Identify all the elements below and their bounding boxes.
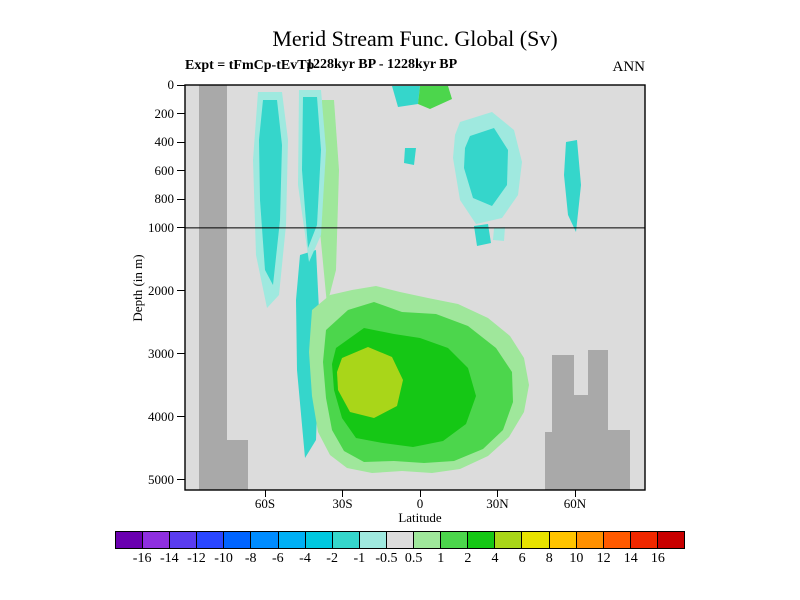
colorbar-cell [657,532,684,548]
y-tick-label: 0 [167,77,175,92]
y-tickmark [177,227,185,229]
contour-region-30N-1000m-patch [474,224,491,246]
colorbar-label: 1 [437,551,445,566]
colorbar-cell [468,532,496,548]
y-tick-label: 600 [154,162,175,178]
colorbar-cell [224,532,252,548]
colorbar-label: -10 [214,551,233,566]
x-tickmark [419,490,421,497]
colorbar-label: 0.5 [404,551,423,566]
colorbar-cell [143,532,171,548]
season-label: ANN [612,59,646,75]
colorbar-cell [549,532,577,548]
colorbar-label: -6 [272,551,284,566]
x-axis-title: Latitude [398,510,442,525]
y-tick-label: 4000 [148,408,174,424]
x-tick-label: 60S [254,496,276,511]
x-tickmark [264,490,266,497]
y-tick-label: 3000 [148,345,174,361]
colorbar-cell [522,532,550,548]
colorbar-cell [386,532,415,548]
contour-region-surface-green [418,86,452,109]
y-tickmark [177,479,185,481]
colorbar-cell [495,532,523,548]
x-tickmark [574,490,576,497]
colorbar-cell [441,532,469,548]
colorbar-label: 8 [545,551,553,566]
colorbar-cell [170,532,198,548]
contour-region-55S-core [259,100,282,285]
x-tick-label: 60N [563,496,587,511]
colorbar-cell [305,532,333,548]
colorbar-cell [116,532,144,548]
x-tick-label: 30S [332,496,353,511]
contour-region-48S-core [302,97,321,248]
colorbar-cell [603,532,631,548]
y-tick-label: 400 [154,134,175,150]
colorbar-label: 2 [464,551,472,566]
colorbar-label: -16 [132,551,152,566]
contour-region-30N-core [464,128,508,206]
x-tickmark [497,490,498,497]
y-tick-label: 1000 [148,219,174,235]
colorbar-label: 4 [491,551,499,566]
experiment-label: Expt = tFmCp-tEvTp [185,58,315,73]
y-tickmark [177,113,185,115]
y-tickmark [177,290,185,292]
x-tick-label: 30N [486,496,509,511]
colorbar-label: -4 [299,551,311,566]
y-tickmark [177,353,185,355]
colorbar-label: 12 [596,551,611,566]
colorbar-cell [414,532,442,548]
contour-region-30N-1000m-patch2 [493,227,505,241]
bathymetry-left [199,85,248,490]
colorbar-label: -12 [187,551,206,566]
chart-title: Merid Stream Func. Global (Sv) [272,26,558,51]
colorbar-cell [576,532,604,548]
colorbar-cell [359,532,387,548]
colorbar-label: -1 [353,551,366,566]
colorbar-label: 6 [518,551,526,566]
colorbar-label: -14 [159,551,179,566]
colorbar-cell [630,532,658,548]
colorbar [115,531,685,549]
y-tickmark [177,170,185,172]
colorbar-label: -2 [326,551,338,566]
colorbar-cell [197,532,225,548]
contour-region-surface-cyan [392,86,420,107]
x-tickmark [342,490,343,497]
colorbar-label: 16 [650,551,665,566]
y-tick-label: 800 [154,191,175,207]
y-tickmark [177,416,185,418]
colorbar-label: -0.5 [375,551,398,566]
colorbar-cell [332,532,360,548]
plot-frame [184,84,646,491]
y-tickmark [177,84,185,86]
contour-region-deep-cell-core [337,347,403,418]
bathymetry-right [545,350,630,490]
y-tick-label: 5000 [148,471,174,487]
period-label: 1228kyr BP - 1228kyr BP [306,57,458,72]
colorbar-cell [278,532,306,548]
y-tickmark [177,141,185,143]
colorbar-label: -8 [244,551,257,566]
contour-region-equator-dot [404,148,416,165]
colorbar-label: 10 [569,551,584,566]
y-tickmark [177,198,185,200]
colorbar-label: 14 [623,551,638,566]
y-tick-label: 200 [154,105,175,121]
x-tick-label: 0 [416,496,424,511]
colorbar-cell [251,532,279,548]
contour-region-55N-streak [564,140,581,232]
y-tick-label: 2000 [148,282,174,298]
